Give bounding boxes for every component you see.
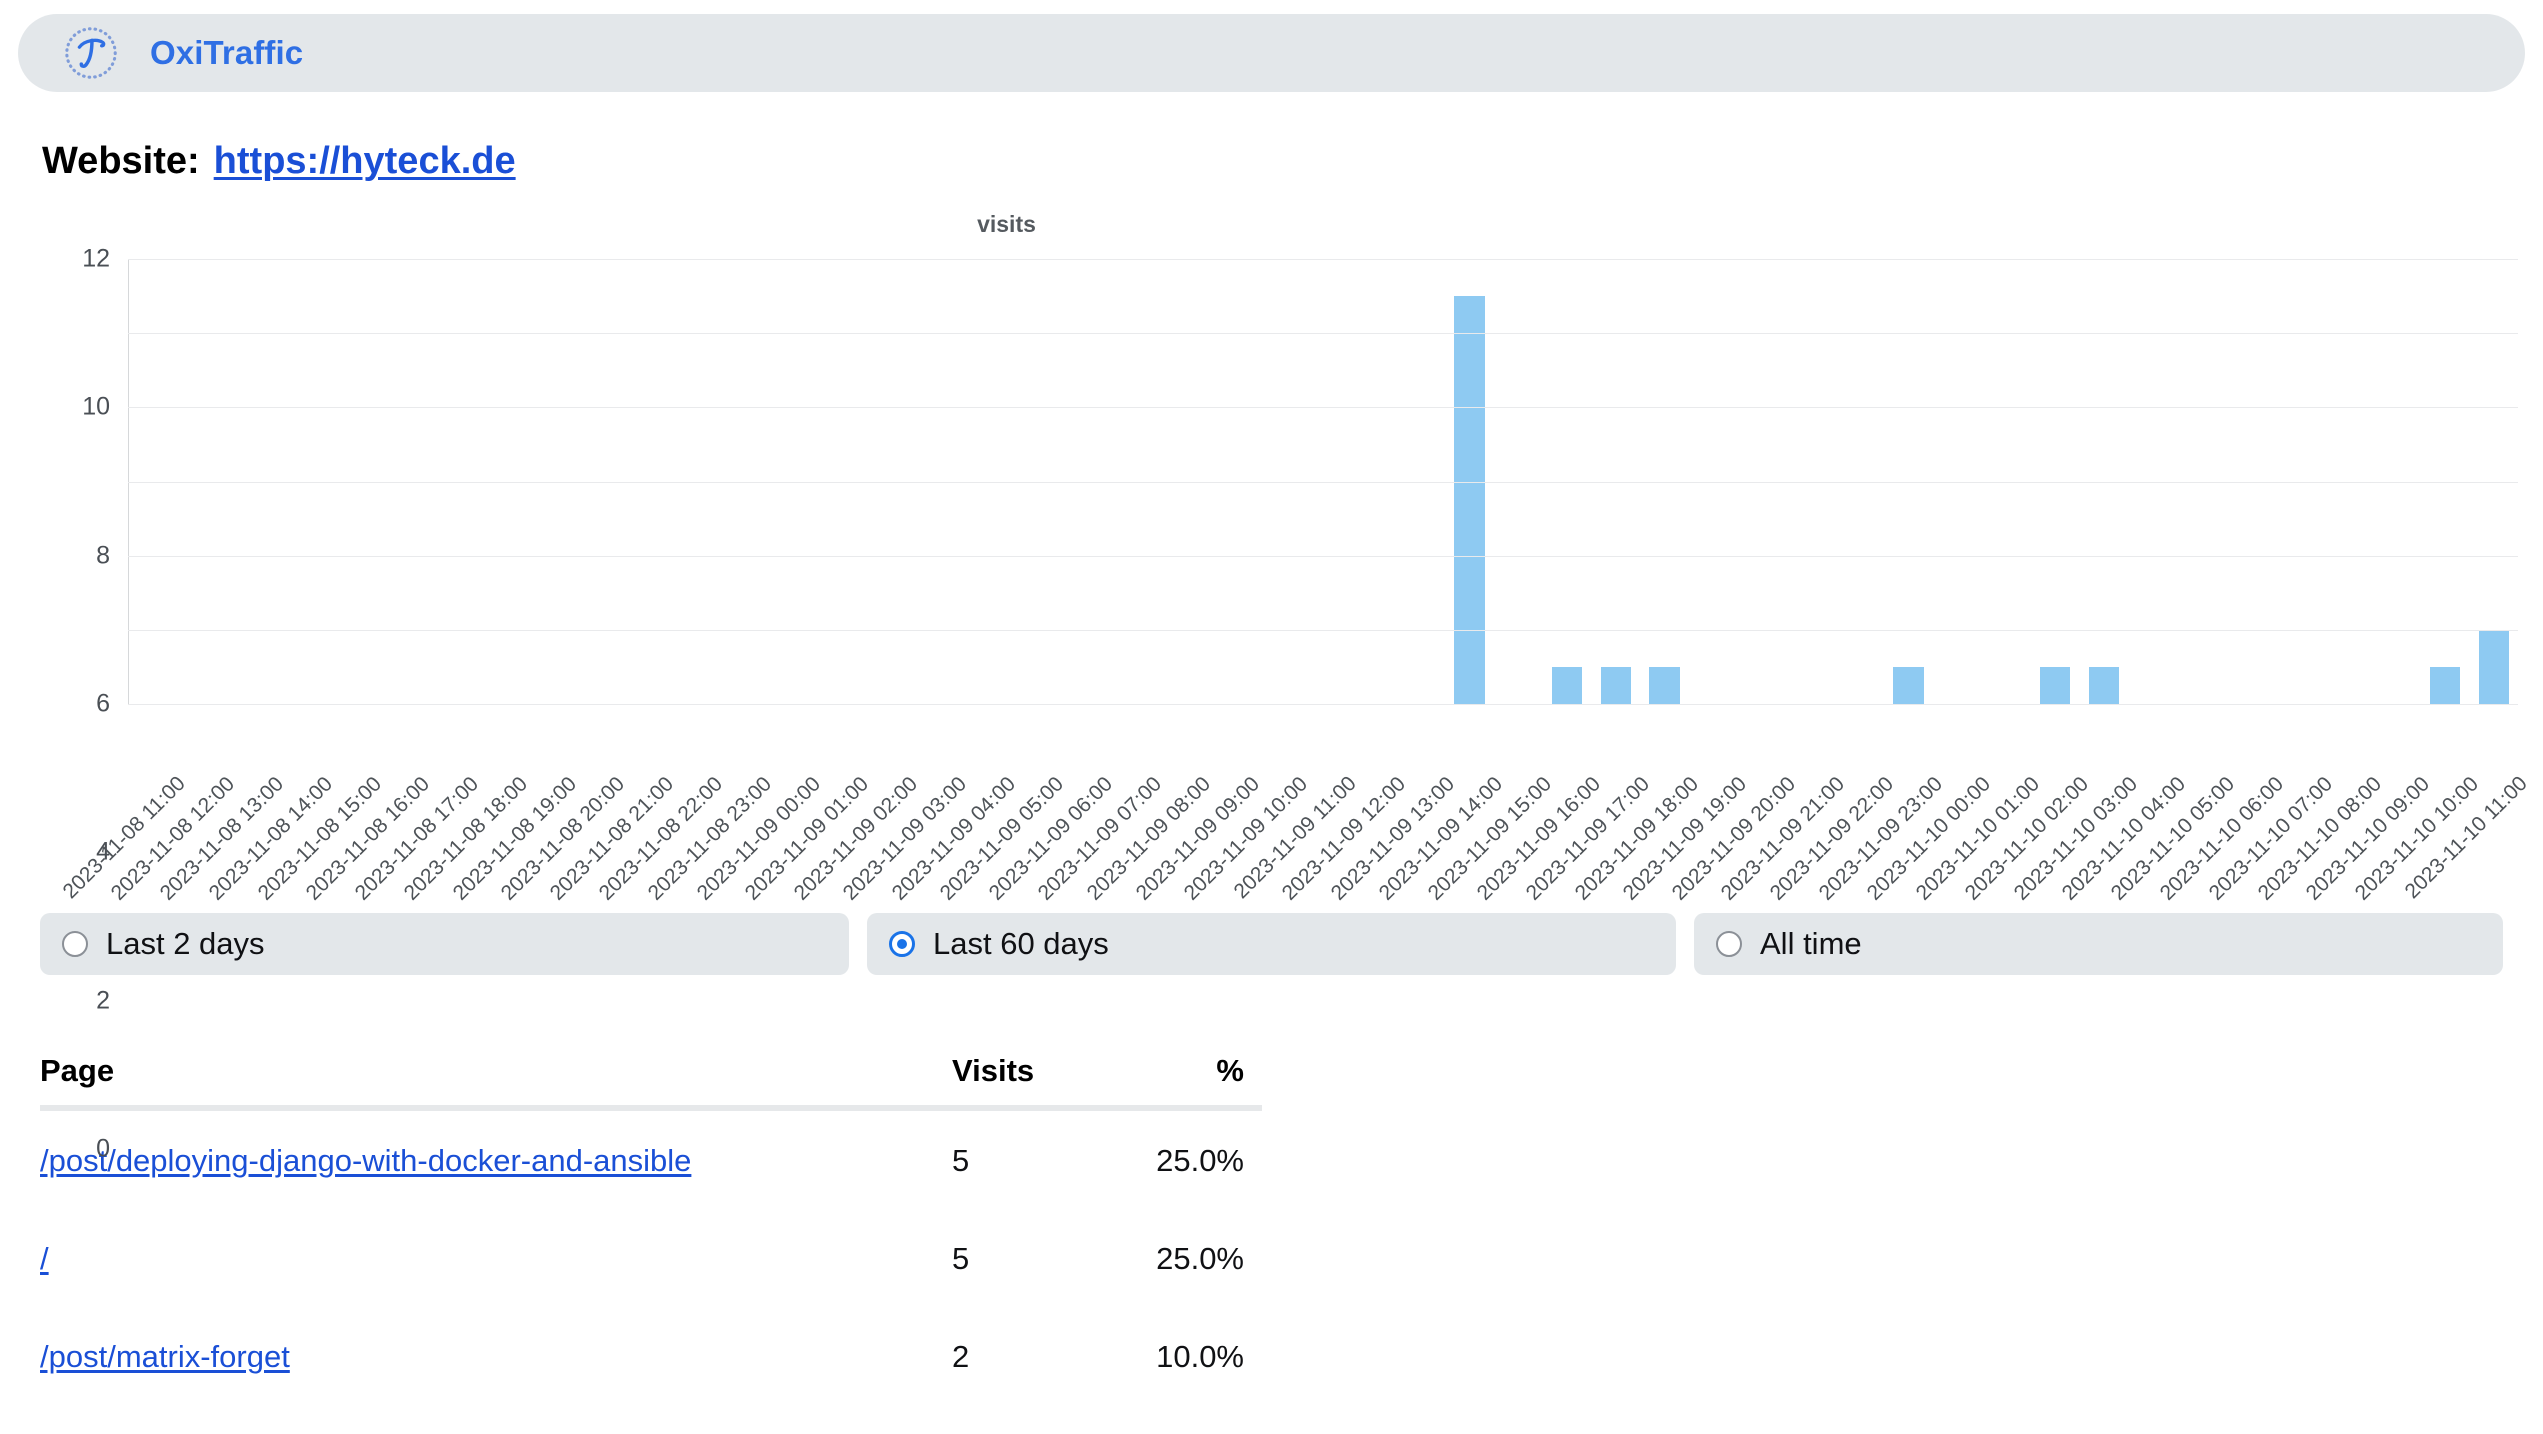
gridline: 0 <box>96 704 2518 1163</box>
chart-plot-area: 0 2 4 6 8 10 12 <box>82 245 2518 1163</box>
cell-visits: 5 <box>952 1241 970 1276</box>
cell-page: / <box>40 1209 952 1307</box>
range-option-label: Last 2 days <box>106 926 265 961</box>
chart-bar-slot <box>2079 259 2128 704</box>
x-axis-label-slot: 2023-11-10 11:00 <box>2400 706 2531 903</box>
table-row: /post/deploying-django-with-docker-and-a… <box>40 1108 1262 1209</box>
app-header: OxiTraffic <box>18 14 2525 92</box>
chart-bar-slot <box>1445 259 1494 704</box>
top-pages-section: Page Visits % /post/deploying-django-wit… <box>40 1053 1262 1405</box>
y-axis-tick-label: 8 <box>96 541 110 570</box>
gridline: 10 <box>82 333 2518 421</box>
gridline: 6 <box>96 481 2518 718</box>
script-t-logo-icon <box>60 22 122 84</box>
radio-button-icon[interactable] <box>889 931 915 957</box>
chart-bar[interactable] <box>1893 666 1924 704</box>
column-header-visits: Visits <box>952 1053 1122 1111</box>
chart-bar-slot <box>2470 259 2519 704</box>
range-option-2[interactable]: Last 60 days <box>867 913 1676 975</box>
y-axis-tick-label: 10 <box>82 392 110 421</box>
date-range-selector: Last 2 days Last 60 days All time <box>40 913 2503 975</box>
cell-visits: 2 <box>952 1339 970 1374</box>
brand-name: OxiTraffic <box>150 34 304 71</box>
table-row: / 5 25.0% <box>40 1209 1262 1307</box>
cell-page: /post/deploying-django-with-docker-and-a… <box>40 1108 952 1209</box>
range-option-label: Last 60 days <box>933 926 1109 961</box>
chart-bar-slot <box>1640 259 1689 704</box>
y-axis-tick-label: 12 <box>82 244 110 273</box>
chart-bar[interactable] <box>1649 666 1680 704</box>
radio-button-icon[interactable] <box>1716 931 1742 957</box>
chart-bar[interactable] <box>2429 666 2461 704</box>
chart-bar-slot <box>2421 259 2470 704</box>
column-header-percent: % <box>1122 1053 1262 1111</box>
gridline: 12 <box>82 245 2518 273</box>
website-label: Website: <box>42 140 200 182</box>
range-option-1[interactable]: Last 2 days <box>40 913 849 975</box>
gridline: 4 <box>96 555 2518 866</box>
chart-bar[interactable] <box>2478 629 2509 704</box>
chart-bar-slot <box>2030 259 2079 704</box>
chart-bar[interactable] <box>2088 666 2119 704</box>
cell-percent: 25.0% <box>1156 1241 1244 1276</box>
cell-visits: 5 <box>952 1143 970 1178</box>
page-link[interactable]: /post/deploying-django-with-docker-and-a… <box>40 1143 692 1178</box>
y-axis-tick-label: 4 <box>96 837 110 866</box>
range-option-label: All time <box>1760 926 1862 961</box>
chart-bar[interactable] <box>2039 666 2070 704</box>
website-url-link[interactable]: https://hyteck.de <box>213 140 516 182</box>
cell-percent: 10.0% <box>1156 1339 1244 1374</box>
page-link[interactable]: / <box>40 1241 49 1276</box>
radio-button-icon[interactable] <box>62 931 88 957</box>
chart-bar[interactable] <box>1454 296 1485 704</box>
chart-bar-slot <box>1884 259 1933 704</box>
column-header-page: Page <box>40 1053 952 1111</box>
y-axis-tick-label: 6 <box>96 689 110 718</box>
visits-chart: visits 0 2 4 6 8 10 12 2023-11-08 11:00 2023-11… <box>0 211 2543 1163</box>
page-link[interactable]: /post/matrix-forget <box>40 1339 290 1374</box>
chart-title: visits <box>977 211 1036 237</box>
table-header-row: Page Visits % <box>40 1053 1262 1111</box>
y-axis-tick-label: 2 <box>96 986 110 1015</box>
top-pages-table: Page Visits % /post/deploying-django-wit… <box>40 1053 1262 1405</box>
chart-bar-slot <box>1543 259 1592 704</box>
y-axis-tick-label: 0 <box>96 1134 110 1163</box>
range-option-3[interactable]: All time <box>1694 913 2503 975</box>
chart-bar-slot <box>1591 259 1640 704</box>
website-heading: Website: https://hyteck.de <box>42 140 2543 183</box>
cell-page: /post/matrix-forget <box>40 1307 952 1405</box>
gridline: 8 <box>96 407 2518 569</box>
gridline: 2 <box>96 629 2518 1014</box>
chart-bar[interactable] <box>1551 666 1583 704</box>
chart-bars <box>128 259 2518 704</box>
chart-bar[interactable] <box>1600 666 1631 704</box>
cell-percent: 25.0% <box>1156 1143 1244 1178</box>
chart-x-axis-labels: 2023-11-08 11:00 2023-11-08 12:00 2023-11-… <box>59 706 2532 905</box>
table-row: /post/matrix-forget 2 10.0% <box>40 1307 1262 1405</box>
